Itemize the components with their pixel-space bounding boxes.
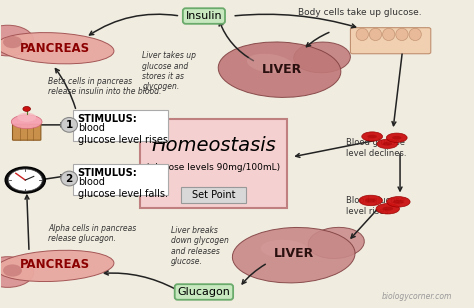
Ellipse shape <box>0 33 114 64</box>
Text: PANCREAS: PANCREAS <box>20 258 90 271</box>
Text: Body cells take up glucose.: Body cells take up glucose. <box>299 8 422 18</box>
Ellipse shape <box>376 204 400 214</box>
Ellipse shape <box>0 250 114 282</box>
Ellipse shape <box>409 28 421 41</box>
Text: Blood glucose
level declines.: Blood glucose level declines. <box>346 138 406 158</box>
FancyBboxPatch shape <box>181 187 246 203</box>
Ellipse shape <box>5 167 46 193</box>
Ellipse shape <box>383 142 392 146</box>
Text: Alpha cells in pancreas
release glucagon.: Alpha cells in pancreas release glucagon… <box>48 224 136 243</box>
Text: STIMULUS:: STIMULUS: <box>78 114 137 124</box>
FancyBboxPatch shape <box>73 110 167 141</box>
Ellipse shape <box>218 42 341 97</box>
Ellipse shape <box>359 195 383 206</box>
Ellipse shape <box>23 107 30 111</box>
FancyBboxPatch shape <box>73 164 167 195</box>
Text: Liver breaks
down glycogen
and releases
glucose.: Liver breaks down glycogen and releases … <box>171 226 229 266</box>
Ellipse shape <box>247 54 293 73</box>
Ellipse shape <box>261 240 308 258</box>
Text: LIVER: LIVER <box>273 247 314 260</box>
Text: Glucagon: Glucagon <box>177 287 230 297</box>
Ellipse shape <box>232 228 355 283</box>
Ellipse shape <box>383 207 393 211</box>
Text: LIVER: LIVER <box>262 63 302 76</box>
Text: Set Point: Set Point <box>191 190 235 200</box>
Ellipse shape <box>8 169 42 191</box>
Ellipse shape <box>0 257 34 287</box>
Ellipse shape <box>61 171 77 186</box>
Text: (glucose levels 90mg/100mL): (glucose levels 90mg/100mL) <box>146 163 281 172</box>
Ellipse shape <box>356 28 368 41</box>
Ellipse shape <box>365 198 376 203</box>
Ellipse shape <box>0 25 34 56</box>
Text: Beta cells in pancreas
release insulin into the blood.: Beta cells in pancreas release insulin i… <box>48 77 161 96</box>
Ellipse shape <box>396 28 408 41</box>
Ellipse shape <box>362 132 383 141</box>
Ellipse shape <box>17 113 36 122</box>
Ellipse shape <box>386 133 407 142</box>
Text: Homeostasis: Homeostasis <box>151 136 276 155</box>
Ellipse shape <box>367 135 377 138</box>
Text: Liver takes up
glucose and
stores it as
glycogen.: Liver takes up glucose and stores it as … <box>143 51 197 91</box>
Ellipse shape <box>294 42 350 73</box>
Ellipse shape <box>308 227 365 258</box>
Text: blood
glucose level rises.: blood glucose level rises. <box>78 123 171 145</box>
Ellipse shape <box>3 36 22 48</box>
Ellipse shape <box>3 264 22 277</box>
Ellipse shape <box>392 136 401 140</box>
Text: STIMULUS:: STIMULUS: <box>78 168 137 178</box>
Text: Blood glucose
level rises.: Blood glucose level rises. <box>346 197 405 216</box>
FancyBboxPatch shape <box>12 124 41 140</box>
Ellipse shape <box>383 28 395 41</box>
Ellipse shape <box>387 197 410 207</box>
Text: PANCREAS: PANCREAS <box>20 42 90 55</box>
FancyBboxPatch shape <box>140 119 287 208</box>
Text: biologycorner.com: biologycorner.com <box>382 292 452 301</box>
Ellipse shape <box>11 115 42 129</box>
Ellipse shape <box>377 139 398 148</box>
Ellipse shape <box>61 118 77 132</box>
Ellipse shape <box>393 200 404 204</box>
Ellipse shape <box>369 28 382 41</box>
Text: 1: 1 <box>65 120 73 130</box>
Text: 2: 2 <box>65 173 73 184</box>
Text: Insulin: Insulin <box>186 11 222 21</box>
Text: blood
glucose level falls.: blood glucose level falls. <box>78 177 168 199</box>
FancyBboxPatch shape <box>350 28 431 54</box>
